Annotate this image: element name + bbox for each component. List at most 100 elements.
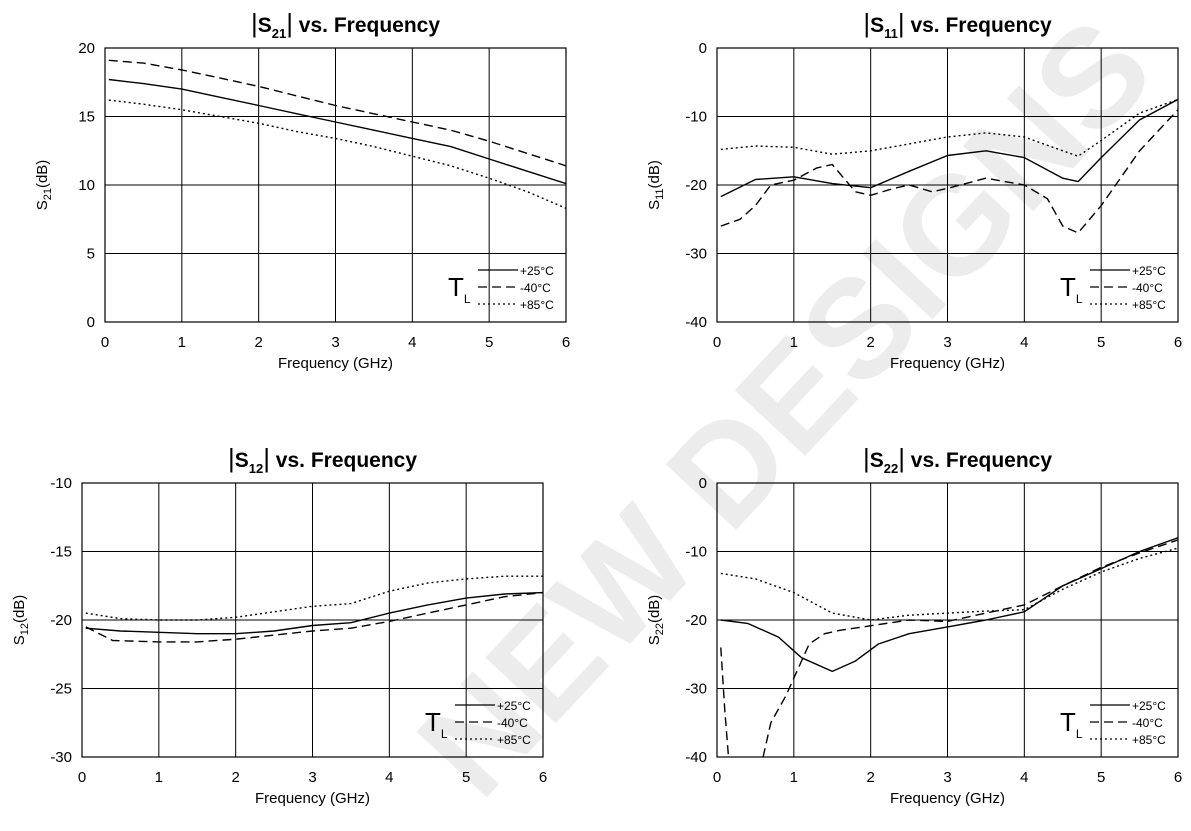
y-axis-label: S21(dB) — [34, 160, 54, 211]
series-line-dashed — [108, 59, 566, 167]
legend-entry: -40°C — [1132, 716, 1163, 730]
chart-s11: 0 1 2 3 4 5 6 -40 -30 -20 -10 0 |S11| vs. Frequency S… — [646, 8, 1182, 372]
chart-s21: 0 1 2 3 4 5 6 0 5 10 15 20 |S21| vs. Frequency S21(dB… — [34, 8, 570, 372]
y-tick-label: -10 — [50, 475, 72, 492]
y-tick-label: 0 — [87, 314, 95, 331]
legend-entry: -40°C — [497, 716, 528, 730]
legend: +25°C -40°C +85°C TL — [448, 264, 554, 312]
chart-s22: 0 1 2 3 4 5 6 -40 -30 -20 -10 0 |S22| vs. Frequency S… — [646, 443, 1182, 807]
x-tick-label: 1 — [790, 334, 798, 351]
x-tick-label: 3 — [331, 334, 339, 351]
plot-frame — [104, 47, 567, 323]
x-tick-label: 3 — [308, 769, 316, 786]
x-tick-label: 3 — [943, 334, 951, 351]
chart-s12: 0 1 2 3 4 5 6 -30 -25 -20 -15 -10 |S12| vs. Frequenc… — [11, 443, 547, 807]
y-tick-label: -10 — [685, 544, 707, 561]
y-tick-label: -20 — [50, 612, 72, 629]
y-tick-label: -15 — [50, 544, 72, 561]
legend-entry: +25°C — [1132, 699, 1166, 713]
x-tick-label: 5 — [485, 334, 493, 351]
x-tick-label: 0 — [101, 334, 109, 351]
y-tick-label: -30 — [50, 749, 72, 766]
legend-entry: +85°C — [520, 298, 554, 312]
series-line-dashed — [720, 109, 1178, 234]
legend-temperature-symbol: TL — [1060, 707, 1083, 741]
x-tick-label: 3 — [943, 769, 951, 786]
chart-title: |S21| vs. Frequency — [251, 8, 440, 41]
y-tick-label: 10 — [78, 177, 95, 194]
y-tick-label: -30 — [685, 681, 707, 698]
plot-frame — [81, 482, 544, 758]
x-tick-label: 4 — [408, 334, 416, 351]
y-tick-label: 5 — [87, 246, 95, 263]
legend-entry: +85°C — [1132, 733, 1166, 747]
y-tick-label: -30 — [685, 246, 707, 263]
x-tick-label: 6 — [1174, 769, 1182, 786]
y-tick-label: 0 — [699, 40, 707, 57]
chart-title: |S11| vs. Frequency — [863, 8, 1052, 41]
x-tick-label: 0 — [78, 769, 86, 786]
x-axis-label: Frequency (GHz) — [890, 355, 1005, 372]
y-tick-label: -40 — [685, 749, 707, 766]
series-line-solid — [108, 78, 566, 185]
plot-frame — [716, 47, 1179, 323]
x-tick-label: 2 — [866, 334, 874, 351]
legend-entry: +25°C — [497, 699, 531, 713]
series-line-solid — [85, 591, 543, 635]
x-tick-label: 4 — [1020, 769, 1028, 786]
legend: +25°C -40°C +85°C TL — [1060, 699, 1166, 747]
series-line-dotted — [108, 99, 566, 209]
x-tick-label: 5 — [462, 769, 470, 786]
legend-entry: +25°C — [1132, 264, 1166, 278]
y-tick-label: 20 — [78, 40, 95, 57]
legend-temperature-symbol: TL — [1060, 272, 1083, 306]
x-tick-label: 1 — [790, 769, 798, 786]
x-tick-label: 5 — [1097, 334, 1105, 351]
x-tick-label: 1 — [178, 334, 186, 351]
x-tick-label: 2 — [254, 334, 262, 351]
series-line-solid — [720, 98, 1178, 198]
legend: +25°C -40°C +85°C TL — [1060, 264, 1166, 312]
series-line-solid — [720, 537, 1178, 673]
y-axis-label: S11(dB) — [646, 160, 666, 210]
x-tick-label: 6 — [562, 334, 570, 351]
y-tick-label: 0 — [699, 475, 707, 492]
y-tick-label: -20 — [685, 612, 707, 629]
chart-title: |S12| vs. Frequency — [228, 443, 417, 476]
legend-entry: +85°C — [497, 733, 531, 747]
series-line-dotted — [85, 575, 543, 621]
x-tick-label: 6 — [1174, 334, 1182, 351]
x-tick-label: 0 — [713, 334, 721, 351]
x-tick-label: 4 — [385, 769, 393, 786]
series-line-dotted — [720, 547, 1178, 621]
legend-entry: +85°C — [1132, 298, 1166, 312]
series-line-dashed — [85, 591, 543, 643]
y-tick-label: -25 — [50, 681, 72, 698]
x-tick-label: 6 — [539, 769, 547, 786]
legend-entry: -40°C — [520, 281, 551, 295]
y-axis-label: S12(dB) — [11, 595, 31, 646]
x-axis-label: Frequency (GHz) — [255, 790, 370, 807]
legend-temperature-symbol: TL — [425, 707, 448, 741]
series-line-dotted — [720, 98, 1178, 157]
legend-entry: -40°C — [1132, 281, 1163, 295]
x-tick-label: 2 — [231, 769, 239, 786]
legend-entry: +25°C — [520, 264, 554, 278]
chart-title: |S22| vs. Frequency — [863, 443, 1052, 476]
x-tick-label: 2 — [866, 769, 874, 786]
x-axis-label: Frequency (GHz) — [890, 790, 1005, 807]
y-tick-label: 15 — [78, 109, 95, 126]
plot-frame — [716, 482, 1179, 758]
y-tick-label: -20 — [685, 177, 707, 194]
y-tick-label: -10 — [685, 109, 707, 126]
y-tick-label: -40 — [685, 314, 707, 331]
x-axis-label: Frequency (GHz) — [278, 355, 393, 372]
legend: +25°C -40°C +85°C TL — [425, 699, 531, 747]
legend-temperature-symbol: TL — [448, 272, 471, 306]
x-tick-label: 0 — [713, 769, 721, 786]
series-line-dashed — [720, 539, 1178, 757]
x-tick-label: 5 — [1097, 769, 1105, 786]
x-tick-label: 4 — [1020, 334, 1028, 351]
x-tick-label: 1 — [155, 769, 163, 786]
